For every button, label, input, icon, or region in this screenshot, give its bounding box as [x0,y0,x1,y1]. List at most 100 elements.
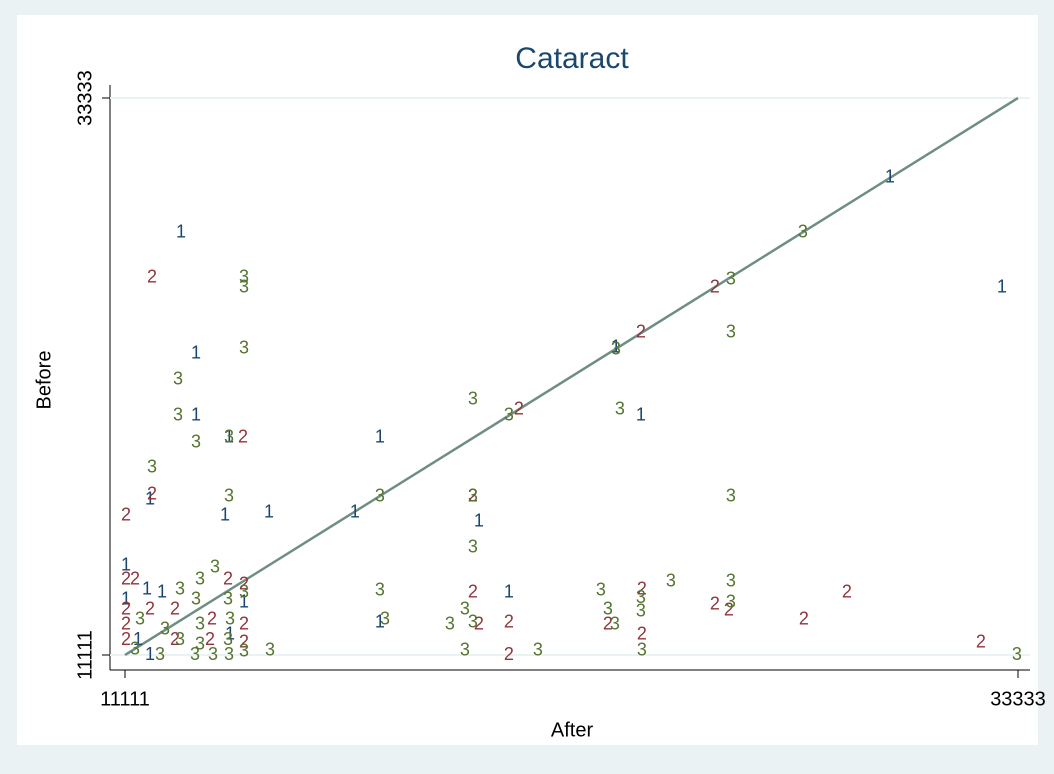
point-label: 3 [504,405,514,425]
point-label: 3 [596,580,606,600]
point-label: 1 [239,592,249,612]
point-label: 2 [130,569,140,589]
point-label: 3 [195,614,205,634]
point-label: 3 [375,580,385,600]
point-label: 3 [147,457,157,477]
point-label: 3 [210,557,220,577]
point-label: 3 [603,599,613,619]
point-label: 3 [468,486,478,506]
point-label: 3 [468,537,478,557]
chart-title: Cataract [515,42,629,75]
point-label: 1 [636,405,646,425]
point-label: 3 [636,601,646,621]
point-label: 3 [666,571,676,591]
point-label: 1 [191,343,201,363]
point-label: 3 [460,599,470,619]
point-label: 3 [468,389,478,409]
point-label: 2 [145,599,155,619]
point-label: 3 [175,629,185,649]
point-label: 1 [504,582,514,602]
point-label: 3 [726,322,736,342]
point-label: 3 [130,639,140,659]
point-label: 2 [474,614,484,634]
point-label: 1 [191,405,201,425]
point-label: 1 [220,505,230,525]
point-label: 3 [239,267,249,287]
point-label: 3 [726,486,736,506]
point-label: 2 [799,609,809,629]
point-label: 2 [976,632,986,652]
point-label: 3 [175,579,185,599]
plot-background [17,15,1038,745]
point-label: 1 [157,582,167,602]
point-label: 3 [191,432,201,452]
point-label: 2 [504,644,514,664]
point-label: 3 [225,609,235,629]
point-label: 3 [135,609,145,629]
point-label: 3 [611,339,621,359]
point-label: 1 [375,427,385,447]
point-label: 3 [224,486,234,506]
point-label: 1 [375,612,385,632]
point-label: 1 [225,624,235,644]
point-label: 3 [726,592,736,612]
x-axis-title: After [551,719,594,741]
point-label: 3 [375,486,385,506]
point-label: 2 [468,486,478,506]
point-label: 2 [603,614,613,634]
point-label: 2 [121,569,131,589]
point-label: 3 [468,612,478,632]
point-label: 1 [264,502,274,522]
point-label: 2 [207,609,217,629]
point-label: 3 [610,614,620,634]
point-label: 3 [239,582,249,602]
point-label: 3 [195,634,205,654]
point-label: 3 [224,427,234,447]
point-label: 3 [195,569,205,589]
point-label: 2 [223,569,233,589]
point-label: 3 [380,609,390,629]
point-label: 2 [468,582,478,602]
point-label: 3 [239,277,249,297]
point-label: 3 [191,589,201,609]
point-label: 3 [1012,644,1022,664]
point-label: 3 [190,644,200,664]
y-tick-label: 33333 [74,70,96,126]
point-label: 3 [798,222,808,242]
point-label: 1 [145,489,155,509]
point-label: 2 [637,579,647,599]
point-label: 2 [170,599,180,619]
point-label: 3 [223,589,233,609]
point-label: 1 [474,511,484,531]
point-label: 2 [170,629,180,649]
point-label: 2 [121,614,131,634]
point-label: 1 [176,222,186,242]
point-label: 3 [224,644,234,664]
point-label: 3 [239,641,249,661]
point-label: 3 [726,571,736,591]
point-label: 2 [239,574,249,594]
point-label: 3 [173,369,183,389]
point-label: 2 [205,629,215,649]
point-label: 1 [142,579,152,599]
point-label: 2 [121,629,131,649]
point-label: 3 [445,614,455,634]
point-label: 2 [239,632,249,652]
point-label: 1 [133,629,143,649]
point-label: 3 [208,644,218,664]
point-label: 2 [710,277,720,297]
point-label: 3 [615,399,625,419]
point-label: 2 [637,624,647,644]
point-label: 2 [636,322,646,342]
point-label: 3 [460,640,470,660]
point-label: 3 [636,587,646,607]
point-label: 3 [726,269,736,289]
point-label: 3 [223,629,233,649]
point-label: 1 [145,644,155,664]
point-label: 2 [147,484,157,504]
point-label: 2 [238,427,248,447]
point-label: 1 [121,589,131,609]
point-label: 3 [265,640,275,660]
